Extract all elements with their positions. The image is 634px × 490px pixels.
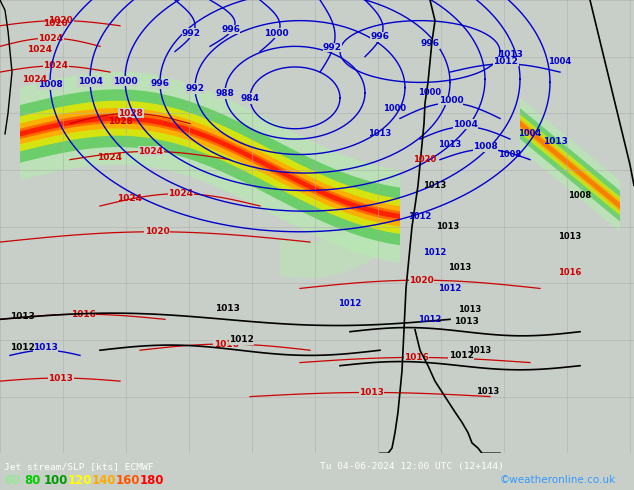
- Text: 996: 996: [150, 79, 169, 88]
- Text: ©weatheronline.co.uk: ©weatheronline.co.uk: [500, 475, 616, 485]
- Polygon shape: [20, 116, 400, 219]
- Text: 1013: 1013: [424, 181, 446, 190]
- Polygon shape: [520, 119, 620, 211]
- Text: 80: 80: [24, 473, 41, 487]
- Text: 996: 996: [370, 32, 389, 41]
- Text: 1004: 1004: [519, 129, 541, 138]
- Polygon shape: [20, 72, 400, 263]
- Text: 1020: 1020: [413, 155, 437, 164]
- Text: 1012: 1012: [10, 343, 35, 352]
- Text: 992: 992: [182, 29, 201, 38]
- Text: 1012: 1012: [339, 299, 361, 308]
- Text: 60: 60: [4, 473, 20, 487]
- Text: 1008: 1008: [37, 80, 62, 89]
- Text: 996: 996: [221, 25, 240, 34]
- Text: 1016: 1016: [71, 310, 96, 318]
- Text: 1028: 1028: [119, 109, 143, 118]
- Text: 1004: 1004: [77, 77, 103, 86]
- Text: 1013: 1013: [48, 373, 73, 383]
- Text: 1020: 1020: [48, 16, 73, 25]
- Polygon shape: [20, 101, 400, 234]
- Text: 160: 160: [116, 473, 141, 487]
- Text: 1012: 1012: [408, 212, 432, 221]
- Text: 1008: 1008: [569, 191, 592, 200]
- Text: 1013: 1013: [469, 346, 491, 355]
- Polygon shape: [20, 113, 400, 221]
- Text: 100: 100: [44, 473, 68, 487]
- Text: 1012: 1012: [438, 284, 462, 293]
- Text: 1013: 1013: [543, 137, 567, 146]
- Text: 1024: 1024: [117, 194, 143, 203]
- Text: 992: 992: [186, 84, 205, 93]
- Text: 1020: 1020: [42, 19, 67, 28]
- Text: 1004: 1004: [548, 57, 572, 66]
- Text: Tu 04-06-2024 12:00 UTC (12+144): Tu 04-06-2024 12:00 UTC (12+144): [320, 462, 504, 471]
- Text: 1012: 1012: [229, 335, 254, 344]
- Text: 1013: 1013: [559, 232, 581, 242]
- Text: 1013: 1013: [215, 304, 240, 313]
- Text: 1024: 1024: [138, 147, 164, 156]
- Text: 1024: 1024: [43, 61, 68, 71]
- Text: 1020: 1020: [409, 276, 434, 285]
- Text: 1024: 1024: [38, 34, 63, 43]
- Text: 1013: 1013: [33, 343, 58, 352]
- Polygon shape: [280, 219, 380, 278]
- Text: 1013: 1013: [438, 140, 462, 149]
- Text: 1013: 1013: [454, 317, 479, 325]
- Text: 1012: 1012: [418, 315, 442, 324]
- Text: 1013: 1013: [448, 263, 472, 272]
- Text: 1004: 1004: [453, 120, 478, 129]
- Text: 1013: 1013: [368, 129, 392, 138]
- Text: 1008: 1008: [498, 150, 522, 159]
- Polygon shape: [520, 121, 620, 209]
- Text: 1024: 1024: [22, 75, 48, 84]
- Text: 1012: 1012: [424, 248, 447, 257]
- Text: 1013: 1013: [359, 388, 384, 397]
- Text: 1016: 1016: [559, 269, 581, 277]
- Text: 1013: 1013: [458, 304, 482, 314]
- Text: 1000: 1000: [418, 88, 441, 97]
- Text: 1024: 1024: [27, 45, 53, 53]
- Text: 984: 984: [240, 94, 259, 103]
- Polygon shape: [20, 89, 400, 245]
- Text: 1016: 1016: [404, 353, 429, 362]
- Text: 1024: 1024: [98, 153, 122, 162]
- Text: Jet stream/SLP [kts] ECMWF: Jet stream/SLP [kts] ECMWF: [4, 462, 153, 471]
- Text: 1013: 1013: [10, 312, 35, 321]
- Text: 1016: 1016: [214, 340, 238, 348]
- Polygon shape: [520, 98, 620, 232]
- Text: 992: 992: [323, 43, 342, 52]
- Text: 1013: 1013: [476, 387, 500, 396]
- Polygon shape: [20, 108, 400, 226]
- Text: 1000: 1000: [113, 76, 138, 86]
- Text: 180: 180: [140, 473, 164, 487]
- Text: 1024: 1024: [169, 189, 193, 198]
- Text: 1013: 1013: [436, 222, 460, 231]
- Text: 1000: 1000: [384, 104, 406, 113]
- Polygon shape: [520, 114, 620, 215]
- Text: 1012: 1012: [493, 57, 519, 66]
- Text: 996: 996: [420, 39, 439, 49]
- Text: 1013: 1013: [498, 49, 522, 59]
- Text: 988: 988: [216, 89, 235, 98]
- Text: 1028: 1028: [108, 117, 133, 125]
- Text: 1000: 1000: [264, 29, 288, 38]
- Polygon shape: [520, 108, 620, 221]
- Text: 1008: 1008: [474, 143, 498, 151]
- Text: 1020: 1020: [145, 227, 169, 236]
- Text: 1000: 1000: [439, 96, 463, 105]
- Text: 120: 120: [68, 473, 93, 487]
- Text: 1012: 1012: [449, 350, 474, 360]
- Text: 140: 140: [92, 473, 117, 487]
